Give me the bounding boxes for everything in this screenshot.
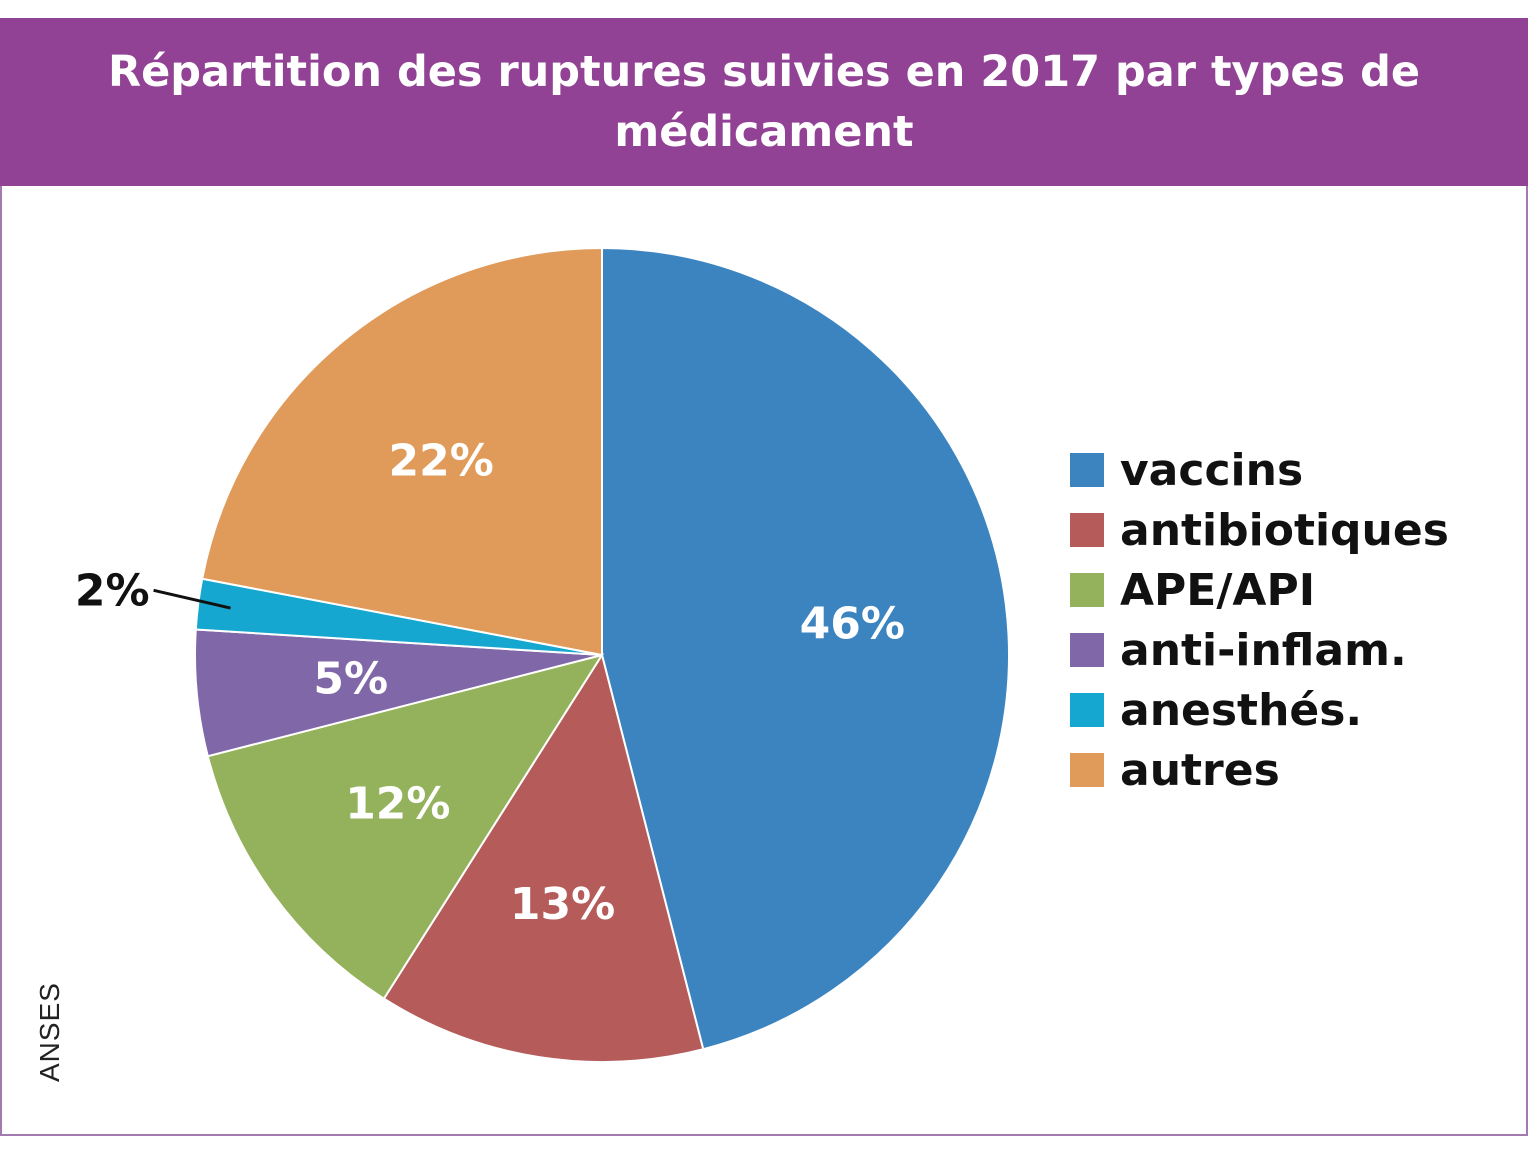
legend-swatch-anesthes (1070, 693, 1104, 727)
legend-item-vaccins: vaccins (1070, 440, 1449, 500)
legend-label-autres: autres (1120, 744, 1280, 796)
pie-labels: 46% 13% 12% 5% 2% 22% (75, 436, 905, 931)
legend-label-anesthes: anesthés. (1120, 684, 1363, 736)
pie-slice-autres (201, 246, 603, 657)
legend-swatch-vaccins (1070, 453, 1104, 487)
data-label-vaccins: 46% (800, 598, 905, 649)
pie-slice-antibiotiques (382, 652, 705, 1063)
legend-swatch-antibiotiques (1070, 513, 1104, 547)
legend-label-ape-api: APE/API (1120, 564, 1316, 616)
legend-label-antibiotiques: antibiotiques (1120, 504, 1449, 556)
data-label-ape-api: 12% (345, 778, 450, 829)
data-label-anesth-s: 2% (75, 565, 150, 616)
legend-swatch-ape-api (1070, 573, 1104, 607)
legend-label-anti-inflam: anti-inflam. (1120, 624, 1407, 676)
legend-label-vaccins: vaccins (1120, 444, 1304, 496)
pie-slice-vaccins (601, 246, 1010, 1051)
legend: vaccins antibiotiques APE/API anti-infla… (1070, 440, 1449, 800)
pie-slices (194, 246, 1010, 1063)
legend-swatch-anti-inflam (1070, 633, 1104, 667)
legend-item-anti-inflam: anti-inflam. (1070, 620, 1449, 680)
leader-line-anesth-s (153, 588, 231, 610)
legend-item-anesthes: anesthés. (1070, 680, 1449, 740)
chart-title: Répartition des ruptures suivies en 2017… (107, 47, 1421, 157)
data-label-autres: 22% (388, 436, 493, 487)
legend-swatch-autres (1070, 753, 1104, 787)
chart-header: Répartition des ruptures suivies en 2017… (0, 18, 1528, 186)
source-credit: ANSES (34, 982, 65, 1082)
data-label-anti-inflam: 5% (313, 654, 388, 705)
legend-item-antibiotiques: antibiotiques (1070, 500, 1449, 560)
legend-item-autres: autres (1070, 740, 1449, 800)
pie-slice-ape-api (206, 653, 605, 1001)
legend-item-ape-api: APE/API (1070, 560, 1449, 620)
data-label-antibiotiques: 13% (510, 879, 615, 930)
